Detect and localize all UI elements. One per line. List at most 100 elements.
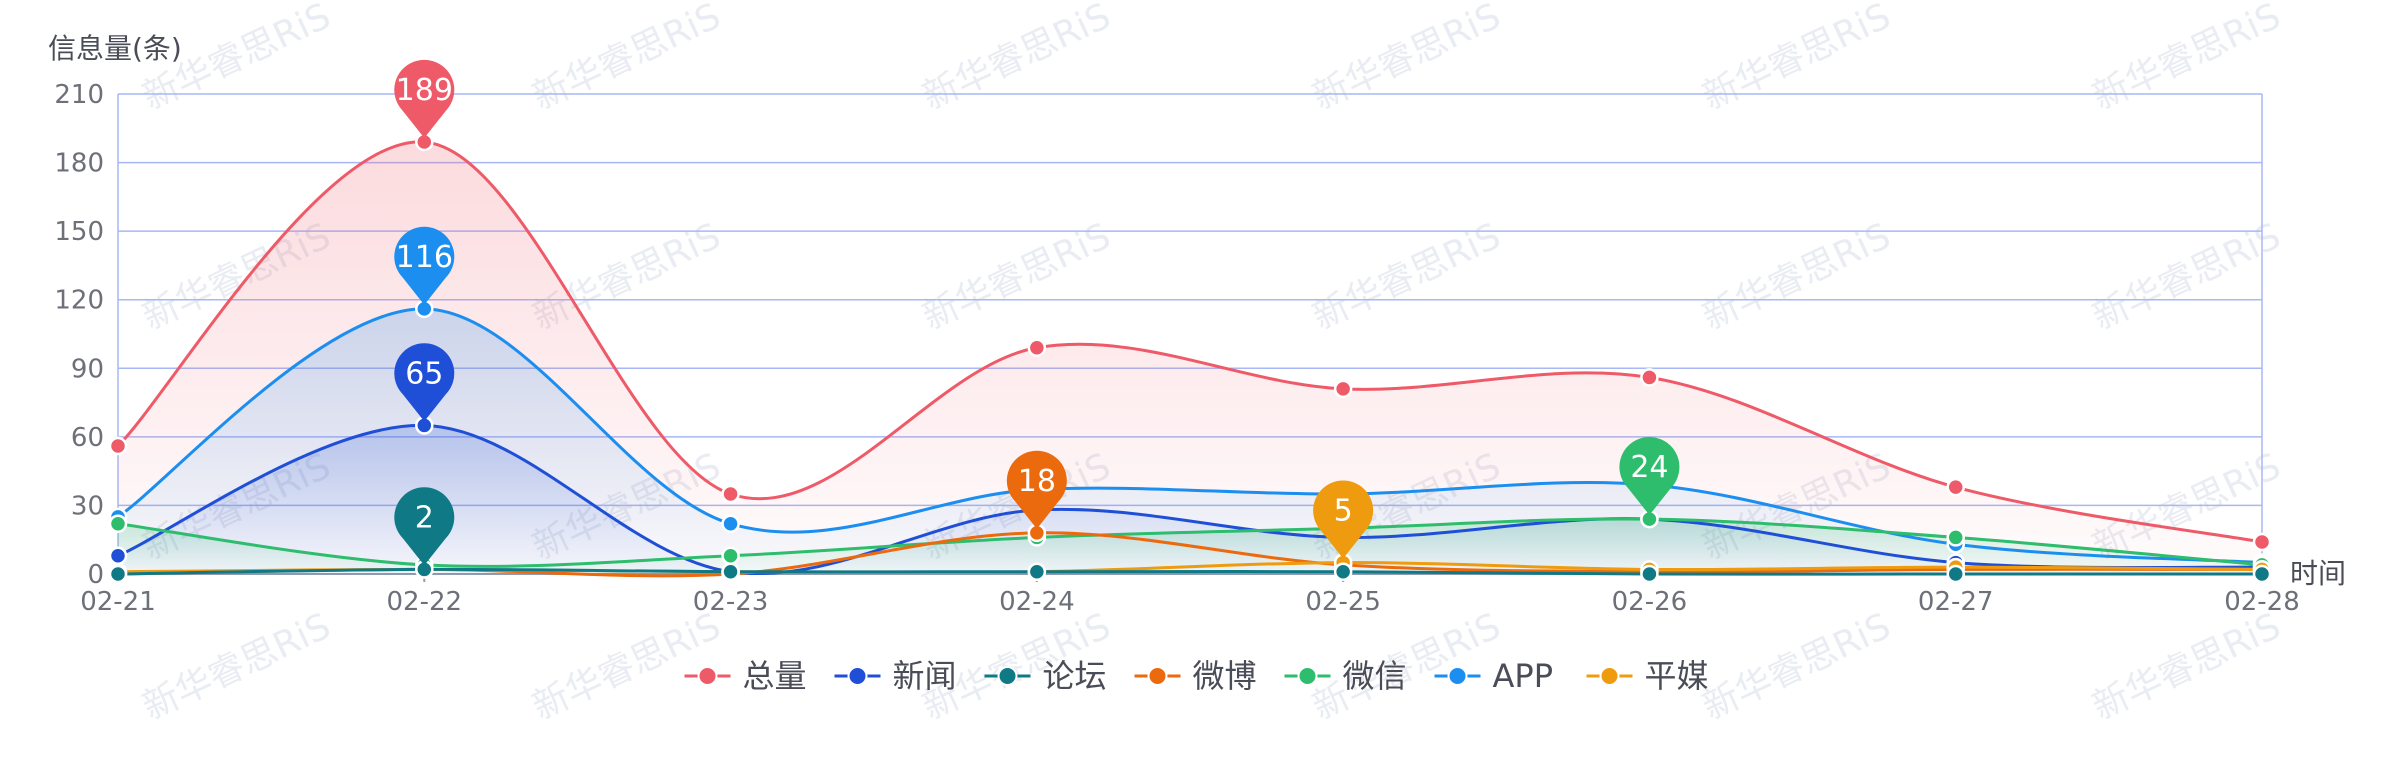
- watermark-text: 新华睿思RiS: [1696, 0, 1896, 118]
- legend-dot-icon: [697, 666, 718, 686]
- legend-label: 平媒: [1645, 657, 1709, 695]
- watermark-text: 新华睿思RiS: [136, 606, 336, 728]
- watermark-text: 新华睿思RiS: [1696, 606, 1896, 728]
- y-tick-label: 180: [54, 149, 104, 179]
- watermark-text: 新华睿思RiS: [1306, 216, 1506, 338]
- legend-dot-icon: [1447, 666, 1468, 686]
- y-axis-title: 信息量(条): [48, 32, 182, 65]
- series-2-point[interactable]: [721, 562, 740, 581]
- watermark-text: 新华睿思RiS: [526, 0, 726, 118]
- series-1-max-pin: 65: [394, 343, 455, 422]
- watermark-text: 新华睿思RiS: [2086, 0, 2286, 118]
- series-6-max-pin: 5: [1313, 480, 1374, 559]
- watermark-text: 新华睿思RiS: [916, 0, 1116, 118]
- series-2-max-pin: 2: [394, 487, 455, 566]
- legend-label: 微信: [1343, 657, 1407, 695]
- legend-item-4[interactable]: 微信: [1284, 657, 1407, 695]
- y-tick-label: 210: [54, 80, 104, 110]
- series-0-area: [118, 141, 2262, 574]
- pin-label: 65: [405, 356, 443, 391]
- legend-dot-icon: [847, 666, 868, 686]
- pin-shape: [1006, 450, 1067, 529]
- series-0-point[interactable]: [2252, 532, 2272, 552]
- series-5-max-pin: 116: [394, 226, 455, 305]
- y-tick-label: 150: [54, 217, 104, 247]
- pin-shape: [1619, 437, 1680, 516]
- series-5-line: [117, 307, 2263, 565]
- series-4-point[interactable]: [721, 546, 740, 565]
- series-0-max-pin: 189: [394, 59, 455, 138]
- series-4-point[interactable]: [108, 514, 128, 533]
- watermark-text: 新华睿思RiS: [2086, 216, 2286, 338]
- y-tick-label: 120: [54, 286, 104, 316]
- pin-label: 24: [1630, 450, 1668, 485]
- legend-label: 论坛: [1043, 657, 1107, 695]
- legend-dot-icon: [1147, 666, 1168, 686]
- series-0-point[interactable]: [108, 436, 128, 456]
- series-0-point[interactable]: [1946, 477, 1965, 497]
- y-tick-label: 60: [71, 423, 104, 453]
- series-2-point[interactable]: [1640, 564, 1659, 584]
- legend-item-6[interactable]: 平媒: [1586, 657, 1709, 695]
- series-5-point[interactable]: [721, 514, 740, 533]
- legend-label: 总量: [743, 657, 807, 695]
- pin-shape: [394, 343, 455, 422]
- series-5-area: [118, 308, 2262, 574]
- series-4-max-pin: 24: [1619, 437, 1680, 516]
- line-layer: [116, 140, 2263, 578]
- series-0-point[interactable]: [1333, 379, 1353, 399]
- pin-shape: [1313, 480, 1374, 559]
- y-tick-label: 30: [71, 491, 104, 521]
- series-4-point[interactable]: [1946, 528, 1965, 547]
- legend-item-1[interactable]: 新闻: [834, 657, 957, 695]
- watermark-text: 新华睿思RiS: [526, 606, 726, 728]
- y-tick-label: 90: [71, 354, 104, 384]
- x-tick-label: 02-24: [999, 587, 1075, 617]
- legend-dot-icon: [1599, 666, 1620, 686]
- series-3-max-pin: 18: [1006, 450, 1067, 529]
- legend-item-0[interactable]: 总量: [684, 657, 807, 695]
- axis-layer: 信息量(条) 时间 0 30 60 90 120 150 180 210 02-21 02-22 0…: [48, 32, 2346, 617]
- series-2-point[interactable]: [108, 564, 128, 584]
- x-tick-label: 02-26: [1612, 587, 1688, 617]
- watermark-text: 新华睿思RiS: [2086, 606, 2286, 728]
- legend: 总量 新闻 论坛 微博 微信 APP 平媒: [684, 657, 1709, 695]
- legend-item-5[interactable]: APP: [1434, 657, 1553, 695]
- watermark-text: 新华睿思RiS: [1306, 606, 1506, 728]
- series-0-point[interactable]: [721, 484, 740, 504]
- pin-shape: [394, 487, 455, 566]
- legend-item-3[interactable]: 微博: [1134, 657, 1257, 695]
- x-axis-title: 时间: [2290, 557, 2346, 590]
- series-1-point[interactable]: [108, 546, 128, 565]
- y-tick-label: 0: [87, 560, 104, 590]
- pin-label: 5: [1334, 494, 1353, 529]
- x-tick-label: 02-25: [1305, 587, 1381, 617]
- x-tick-label: 02-21: [80, 587, 156, 617]
- series-2-point[interactable]: [2252, 564, 2272, 584]
- series-1-line: [117, 423, 2263, 576]
- series-2-point[interactable]: [1333, 562, 1353, 581]
- series-0-point[interactable]: [1027, 338, 1047, 357]
- series-2-point[interactable]: [1946, 564, 1965, 584]
- legend-label: 新闻: [893, 657, 957, 695]
- pin-label: 18: [1018, 464, 1056, 499]
- x-tick-label: 02-23: [693, 587, 769, 617]
- pin-layer: 189 65 2 18 24 116 5: [394, 59, 1680, 566]
- watermark-text: 新华睿思RiS: [1306, 0, 1506, 118]
- pin-shape: [394, 226, 455, 305]
- x-tick-label: 02-28: [2224, 587, 2300, 617]
- pin-label: 2: [415, 500, 434, 535]
- legend-dot-icon: [1297, 666, 1318, 686]
- series-4-line: [117, 517, 2263, 568]
- pin-shape: [394, 59, 455, 138]
- x-tick-label: 02-27: [1918, 587, 1994, 617]
- legend-dot-icon: [997, 666, 1018, 686]
- pin-label: 189: [396, 73, 453, 108]
- legend-label: APP: [1493, 657, 1553, 695]
- series-2-point[interactable]: [1027, 562, 1047, 581]
- legend-item-2[interactable]: 论坛: [984, 657, 1107, 695]
- watermark-text: 新华睿思RiS: [1696, 216, 1896, 338]
- series-0-point[interactable]: [1640, 368, 1659, 387]
